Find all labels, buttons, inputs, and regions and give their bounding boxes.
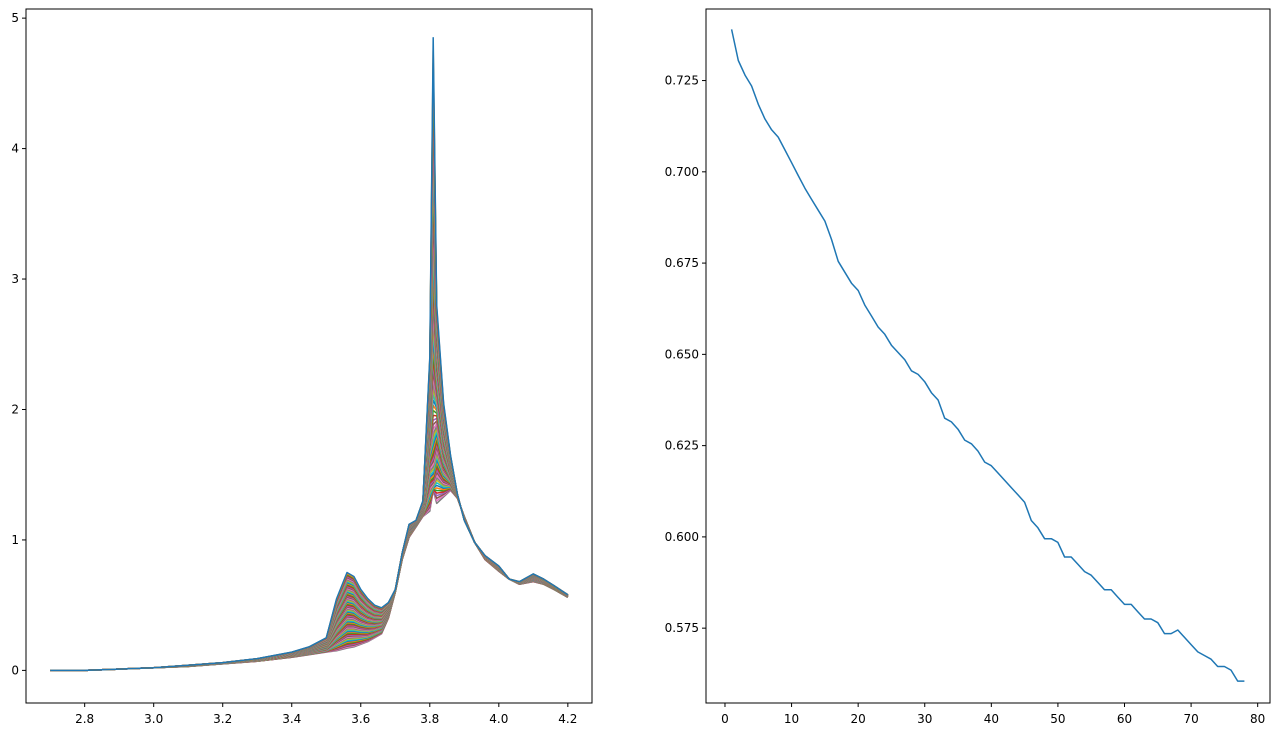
x-tick-label: 4.2 <box>558 712 577 726</box>
y-tick-label: 2 <box>11 402 19 416</box>
y-tick-label: 0.725 <box>665 74 699 88</box>
x-tick-label: 3.4 <box>282 712 301 726</box>
y-tick-label: 0.625 <box>665 439 699 453</box>
x-tick-label: 0 <box>721 712 729 726</box>
x-tick-label: 20 <box>851 712 866 726</box>
y-tick-label: 0.600 <box>665 530 699 544</box>
x-tick-label: 40 <box>984 712 999 726</box>
y-tick-label: 0.675 <box>665 256 699 270</box>
x-tick-label: 60 <box>1117 712 1132 726</box>
y-tick-label: 3 <box>11 272 19 286</box>
x-tick-label: 70 <box>1183 712 1198 726</box>
y-tick-label: 1 <box>11 533 19 547</box>
axes-frame <box>705 8 1271 704</box>
x-tick-label: 30 <box>917 712 932 726</box>
axes-frame <box>25 8 593 704</box>
plot-area <box>50 36 569 672</box>
y-tick-label: 4 <box>11 142 19 156</box>
spectrum-series-line <box>50 36 569 672</box>
x-tick-label: 3.8 <box>420 712 439 726</box>
y-tick-label: 0.650 <box>665 347 699 361</box>
x-tick-label: 3.2 <box>213 712 232 726</box>
x-tick-label: 4.0 <box>489 712 508 726</box>
y-tick-label: 0 <box>11 663 19 677</box>
right-axes: 0 10 20 30 40 50 60 70 80 0.575 0.600 0.625 0.650 0.6… <box>665 8 1271 726</box>
y-tick-label: 5 <box>11 11 19 25</box>
left-axes: 2.8 3.0 3.2 3.4 3.6 3.8 4.0 4.2 0 1 2 3 4 5 <box>11 8 593 726</box>
x-tick-label: 80 <box>1250 712 1265 726</box>
x-tick-label: 10 <box>784 712 799 726</box>
series-line <box>730 29 1245 682</box>
x-tick-label: 3.6 <box>351 712 370 726</box>
x-tick-label: 3.0 <box>144 712 163 726</box>
y-tick-label: 0.575 <box>665 621 699 635</box>
plot-area <box>730 29 1245 682</box>
y-tick-label: 0.700 <box>665 165 699 179</box>
x-tick-label: 50 <box>1050 712 1065 726</box>
x-tick-label: 2.8 <box>75 712 94 726</box>
